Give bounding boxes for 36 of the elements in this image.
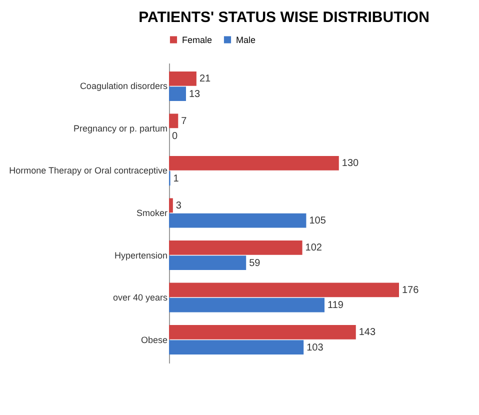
data-label: 119 bbox=[328, 300, 344, 312]
data-label: 105 bbox=[309, 216, 326, 227]
data-label: 3 bbox=[176, 200, 182, 212]
bar bbox=[169, 324, 356, 340]
y-tick-label: over 40 years bbox=[112, 292, 168, 303]
y-tick-label: Coagulation disorders bbox=[80, 81, 168, 92]
data-label: 1 bbox=[173, 173, 180, 184]
data-label: 7 bbox=[181, 116, 188, 127]
data-label: 59 bbox=[249, 258, 261, 269]
bar bbox=[169, 240, 302, 255]
bar bbox=[169, 114, 178, 128]
y-tick-label: Obese bbox=[140, 334, 168, 345]
y-tick-label: Pregnancy or p. partum bbox=[73, 123, 168, 134]
legend-label: Female bbox=[182, 34, 212, 45]
chart-title: PATIENTS' STATUS WISE DISTRIBUTION bbox=[138, 9, 430, 26]
y-tick-label: Hypertension bbox=[114, 250, 168, 260]
bar bbox=[169, 256, 246, 270]
data-label: 21 bbox=[199, 74, 212, 85]
data-label: 0 bbox=[172, 131, 178, 142]
y-tick-label: Smoker bbox=[136, 208, 168, 218]
data-label: 103 bbox=[306, 342, 324, 354]
data-label: 102 bbox=[305, 242, 322, 254]
y-tick-label: Hormone Therapy or Oral contraceptive bbox=[9, 166, 168, 176]
bar bbox=[169, 282, 399, 298]
data-label: 130 bbox=[342, 158, 360, 170]
bar bbox=[169, 71, 196, 86]
bar bbox=[169, 340, 304, 355]
bar bbox=[169, 156, 339, 170]
bar bbox=[169, 198, 173, 213]
data-label: 143 bbox=[358, 327, 376, 338]
data-label: 13 bbox=[188, 88, 201, 100]
data-label: 176 bbox=[402, 284, 420, 296]
bar bbox=[169, 86, 186, 102]
bar bbox=[169, 213, 306, 228]
legend-label: Male bbox=[236, 34, 256, 45]
bar bbox=[169, 298, 325, 312]
